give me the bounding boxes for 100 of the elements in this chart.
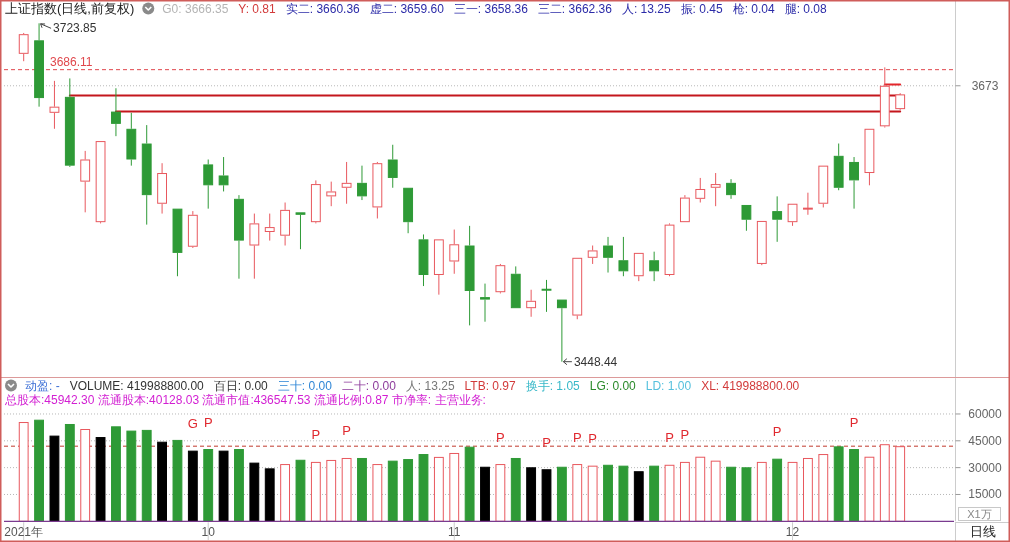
bar [495, 464, 506, 522]
text: 振: 0.45 [680, 2, 723, 16]
y-tick-label: 15000 [968, 487, 1003, 502]
bar [464, 446, 475, 522]
bar [710, 460, 721, 522]
data-label: P [772, 424, 782, 440]
bar [849, 449, 859, 522]
data-label: P [588, 431, 597, 447]
y-tick-label: 45000 [968, 433, 1003, 448]
text: G0: 3666.35 [162, 2, 229, 16]
bar [787, 461, 798, 522]
y-axis-title: X1万 [967, 508, 992, 520]
bar [833, 446, 844, 522]
bar [818, 454, 829, 522]
bar [18, 422, 29, 522]
y-tick-label: 30000 [968, 460, 1003, 475]
annotation: LG: 0.00 [589, 379, 637, 393]
bar [679, 461, 690, 522]
data-label: P [849, 414, 859, 430]
data-label: P [496, 429, 505, 445]
bar [649, 465, 660, 522]
annotation: 二十: 0.00 [341, 379, 397, 393]
x-tick-label: 12 [785, 525, 800, 539]
bar [403, 459, 414, 522]
bar [879, 444, 890, 522]
data-label: P [572, 429, 582, 445]
text: 三二: 3662.36 [537, 2, 613, 16]
data-label: G [187, 416, 198, 432]
bar [326, 459, 337, 522]
bar [526, 467, 537, 522]
bar [80, 429, 91, 522]
bar [357, 457, 367, 522]
x-tick-label: 2021年 [4, 525, 44, 539]
y-tick-label: 60000 [968, 406, 1003, 421]
bar [295, 459, 306, 522]
bar [618, 465, 629, 522]
bar [218, 450, 229, 522]
bar [418, 454, 429, 522]
annotation: 三十: 0.00 [277, 379, 333, 393]
bar [803, 457, 813, 522]
data-label: P [542, 434, 551, 450]
text: 腿: 0.08 [784, 2, 828, 16]
bar [141, 429, 152, 522]
text: 三一: 3658.36 [453, 2, 529, 16]
bar [280, 464, 291, 522]
bar [341, 457, 352, 522]
text: 总股本:45942.30 流通股本:40128.03 流通市值:436547.53 流通比例:0.87 市净率: 主营业务: [4, 393, 486, 407]
bar [449, 452, 460, 522]
text: 实二: 3660.36 [285, 2, 361, 16]
text: 3448.44 [573, 354, 618, 369]
bar [234, 449, 244, 522]
chart-title: 上证指数(日线,前复权) [5, 1, 135, 16]
bar [510, 457, 521, 522]
text: Y: 0.81 [238, 2, 277, 16]
bar [126, 430, 137, 522]
bar [603, 464, 613, 522]
x-axis-title: 日线 [969, 524, 996, 539]
annotation: XL: 419988800.00 [701, 379, 800, 393]
text: 虚二: 3659.60 [369, 2, 445, 16]
data-label: P [311, 427, 321, 443]
bar [772, 458, 783, 522]
bar [49, 435, 60, 522]
data-label: P [680, 427, 690, 443]
annotation: 百日: 0.00 [213, 379, 269, 393]
x-tick-label: 11 [448, 525, 461, 539]
bar [726, 466, 736, 522]
ref-line-label: 3686.11 [50, 54, 93, 69]
bar [541, 469, 552, 522]
bar [203, 449, 214, 522]
annotation: LD: 1.00 [645, 379, 692, 393]
bar [664, 464, 675, 522]
bar [111, 426, 121, 522]
bar [64, 423, 75, 522]
annotation: LTB: 0.97 [464, 379, 517, 393]
bar [695, 456, 706, 522]
text: 3723.85 [53, 21, 97, 36]
bar [895, 446, 906, 522]
bar [741, 467, 752, 522]
bar [756, 461, 767, 522]
annotation: VOLUME: 419988800.00 [69, 379, 205, 393]
bar [587, 465, 598, 522]
bar [433, 456, 444, 522]
bar [157, 441, 167, 522]
ref-line-label: 3673 [971, 78, 999, 93]
bar [95, 437, 106, 522]
data-label: P [342, 423, 351, 439]
x-tick-label: 10 [201, 525, 216, 539]
bar [387, 460, 398, 522]
bar [172, 439, 183, 522]
bar [864, 456, 875, 522]
bar [249, 462, 260, 522]
bar [264, 468, 275, 522]
annotation: 人: 13.25 [405, 379, 455, 393]
data-label: P [665, 430, 674, 446]
annotation: 换手: 1.05 [525, 379, 581, 393]
text: 人: 13.25 [621, 2, 671, 16]
bar [572, 464, 583, 522]
bar [310, 461, 321, 522]
bar [480, 466, 490, 522]
bar [372, 464, 383, 522]
